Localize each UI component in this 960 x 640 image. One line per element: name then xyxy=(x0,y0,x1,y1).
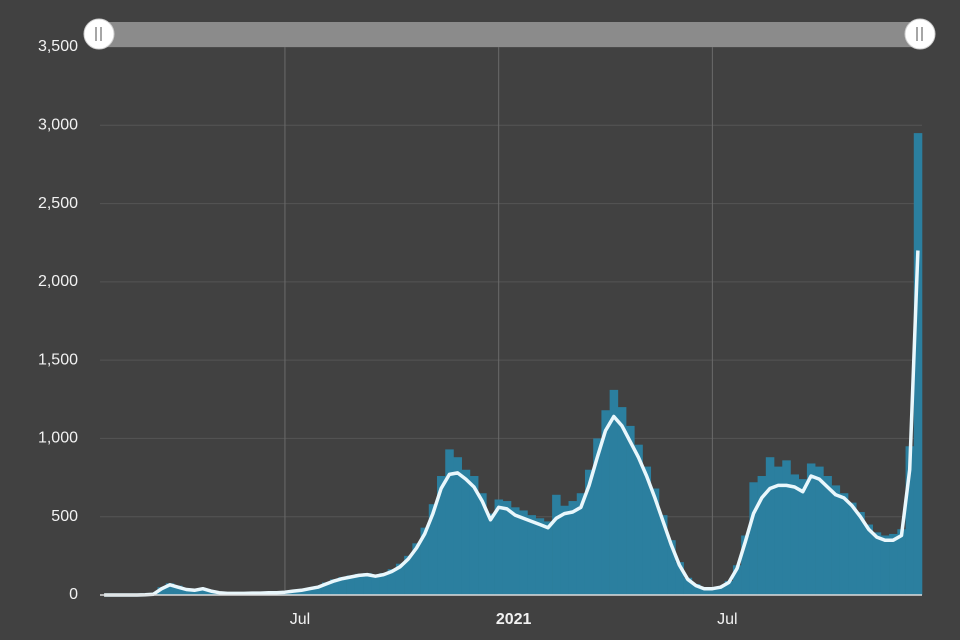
bar xyxy=(765,457,775,595)
bar xyxy=(363,573,372,595)
bar xyxy=(576,493,586,595)
y-tick-label: 3,500 xyxy=(38,38,78,55)
bar xyxy=(511,507,520,595)
bar xyxy=(420,527,430,595)
bar xyxy=(691,584,701,595)
bar xyxy=(297,589,306,595)
bar xyxy=(880,535,890,595)
bar xyxy=(634,444,643,595)
bar xyxy=(494,499,504,595)
bar xyxy=(404,555,413,595)
bar xyxy=(330,579,339,595)
bar xyxy=(724,580,734,595)
bar xyxy=(182,588,191,595)
bar xyxy=(831,485,841,595)
bar xyxy=(864,524,873,595)
bar xyxy=(338,576,347,595)
bar xyxy=(593,438,602,595)
range-slider-handle-left[interactable] xyxy=(83,18,115,50)
bar xyxy=(445,449,454,595)
bar xyxy=(741,535,750,595)
bar xyxy=(609,389,619,595)
y-tick-label: 2,000 xyxy=(38,273,78,290)
bar xyxy=(173,585,183,595)
bar xyxy=(642,466,652,595)
bar xyxy=(387,569,397,595)
bar xyxy=(913,133,923,595)
y-tick-label: 3,000 xyxy=(38,117,78,134)
bar xyxy=(716,586,726,595)
y-tick-label: 1,500 xyxy=(38,351,78,368)
bar xyxy=(700,587,709,595)
x-tick-label: Jul xyxy=(717,611,737,628)
bar xyxy=(543,521,553,595)
y-tick-label: 1,000 xyxy=(38,430,78,447)
y-tick-label: 2,500 xyxy=(38,195,78,212)
bar xyxy=(354,573,364,595)
bar xyxy=(897,529,906,595)
bar xyxy=(379,573,388,595)
bar xyxy=(412,543,421,595)
bar xyxy=(806,463,816,595)
bar xyxy=(190,589,199,595)
bar xyxy=(601,410,610,595)
bar xyxy=(732,565,742,595)
average-line xyxy=(104,250,920,597)
bar xyxy=(815,466,824,595)
bar xyxy=(461,469,471,595)
bar xyxy=(568,501,578,595)
range-slider-track[interactable] xyxy=(100,22,920,47)
bar xyxy=(790,474,799,595)
bar xyxy=(617,407,627,595)
bar xyxy=(469,476,479,595)
x-tick-label: Jul xyxy=(290,611,310,628)
bar xyxy=(667,540,676,595)
bar xyxy=(782,460,791,595)
bar xyxy=(165,583,175,595)
bar xyxy=(749,482,758,595)
bar xyxy=(313,585,323,595)
bar xyxy=(478,493,487,595)
y-tick-label: 500 xyxy=(51,508,78,525)
bar xyxy=(535,518,545,595)
bar xyxy=(856,512,865,595)
bar xyxy=(305,587,315,595)
bar xyxy=(584,469,594,595)
bar xyxy=(626,425,635,595)
bar xyxy=(346,575,356,595)
bar xyxy=(395,563,405,595)
bar xyxy=(371,574,380,595)
bar xyxy=(552,494,561,595)
bar xyxy=(872,532,882,595)
bar xyxy=(675,562,684,595)
bar xyxy=(650,488,660,595)
bar xyxy=(905,446,915,595)
x-tick-label: 2021 xyxy=(496,611,532,628)
bar xyxy=(848,502,857,595)
bar xyxy=(437,476,446,595)
bar xyxy=(839,493,849,595)
bar xyxy=(798,479,808,595)
bar xyxy=(823,476,832,595)
range-slider-handle-right[interactable] xyxy=(904,18,936,50)
bar xyxy=(658,515,668,595)
bar xyxy=(486,513,495,595)
bar xyxy=(757,476,767,595)
bar xyxy=(527,515,536,595)
bar xyxy=(502,501,512,595)
bar xyxy=(683,577,693,595)
bar xyxy=(157,587,167,595)
bar xyxy=(774,466,783,595)
bar xyxy=(560,505,569,595)
bar xyxy=(321,582,331,595)
bar xyxy=(519,510,528,595)
bar xyxy=(453,457,462,595)
bar xyxy=(428,504,438,595)
bar xyxy=(198,587,208,595)
bar xyxy=(708,587,717,595)
bar xyxy=(889,533,898,595)
y-tick-label: 0 xyxy=(69,586,78,603)
